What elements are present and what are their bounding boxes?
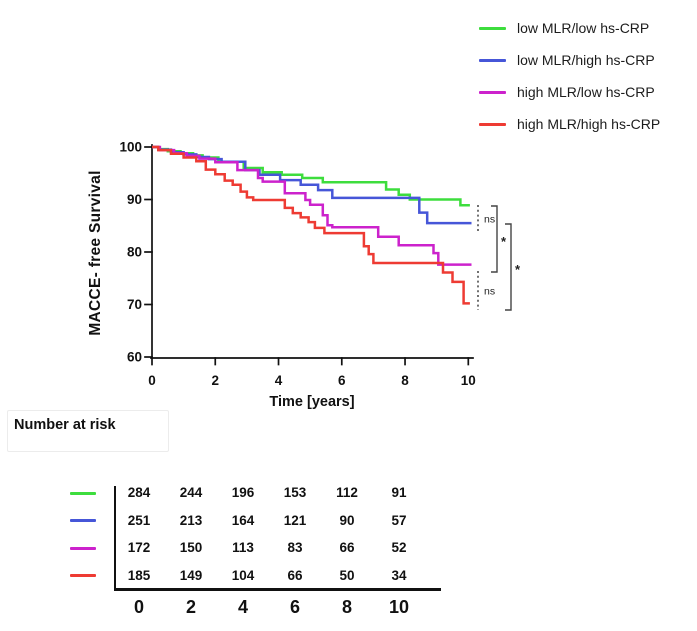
x-tick-label: 10 — [461, 373, 476, 388]
risk-count-cell: 251 — [127, 512, 151, 528]
ns-label: ns — [484, 214, 495, 226]
risk-count-cell: 50 — [339, 567, 355, 583]
risk-count-cell: 149 — [179, 567, 203, 583]
x-tick-label: 4 — [275, 373, 283, 388]
risk-table-axis-hline — [114, 588, 441, 591]
risk-count-cell: 112 — [336, 485, 358, 500]
x-tick-label: 0 — [148, 373, 156, 388]
risk-row-swatch — [70, 574, 96, 577]
legend-item: low MLR/low hs-CRP — [479, 12, 660, 44]
risk-table-heading: Number at risk — [14, 417, 116, 433]
risk-count-cell: 196 — [231, 485, 255, 500]
risk-count-cell: 121 — [283, 512, 307, 528]
risk-row-swatch — [70, 491, 96, 495]
y-tick-label: 80 — [127, 245, 142, 260]
risk-count-cell: 57 — [391, 512, 407, 528]
risk-count-cell: 113 — [232, 540, 254, 555]
significance-star: * — [501, 234, 507, 249]
legend-item: low MLR/high hs-CRP — [479, 44, 660, 76]
risk-count-cell: 66 — [287, 567, 303, 583]
risk-count-cell: 213 — [179, 512, 203, 528]
y-tick-label: 60 — [127, 350, 142, 365]
x-axis-title: Time [years] — [269, 394, 355, 410]
risk-count-cell: 90 — [339, 512, 355, 528]
legend-item: high MLR/high hs-CRP — [479, 108, 660, 140]
km-curve — [152, 145, 472, 266]
legend-label: high MLR/low hs-CRP — [517, 84, 655, 100]
y-axis-title: MACCE- free Survival — [87, 170, 104, 336]
risk-count-cell: 150 — [179, 540, 203, 555]
legend-label: low MLR/high hs-CRP — [517, 52, 655, 68]
legend-line-swatch — [479, 90, 506, 94]
risk-count-cell: 66 — [339, 540, 355, 555]
risk-time-label: 6 — [289, 597, 300, 617]
legend-line-swatch — [479, 26, 506, 30]
y-tick-label: 70 — [127, 297, 142, 312]
significance-bracket — [491, 205, 498, 273]
risk-time-label: 4 — [237, 597, 248, 617]
risk-count-cell: 104 — [231, 567, 255, 583]
km-curve — [152, 145, 470, 305]
risk-count-cell: 164 — [231, 512, 255, 528]
risk-time-label: 10 — [388, 597, 410, 617]
x-tick-label: 6 — [338, 373, 346, 388]
risk-count-cell: 52 — [391, 540, 407, 555]
risk-table-axis-vline — [114, 486, 117, 590]
risk-row-swatch — [70, 546, 96, 550]
legend-item: high MLR/low hs-CRP — [479, 76, 660, 108]
risk-count-cell: 185 — [127, 567, 151, 583]
legend-line-swatch — [479, 58, 506, 62]
legend-line-swatch — [479, 122, 506, 126]
x-tick-label: 8 — [401, 373, 409, 388]
risk-count-cell: 284 — [127, 485, 151, 500]
risk-count-cell: 83 — [287, 540, 303, 555]
significance-star: * — [515, 262, 521, 277]
legend-label: low MLR/low hs-CRP — [517, 20, 650, 36]
risk-count-cell: 34 — [391, 567, 407, 583]
y-tick-label: 100 — [119, 140, 142, 155]
legend-label: high MLR/high hs-CRP — [517, 116, 661, 132]
risk-time-label: 2 — [185, 597, 196, 617]
significance-bracket — [505, 223, 512, 311]
risk-count-cell: 91 — [391, 485, 407, 500]
risk-count-cell: 153 — [283, 485, 307, 500]
risk-time-label: 0 — [133, 597, 144, 617]
y-tick-label: 90 — [127, 192, 142, 207]
x-tick-label: 2 — [212, 373, 220, 388]
plot-legend: low MLR/low hs-CRP low MLR/high hs-CRP hig… — [479, 12, 660, 140]
risk-table-heading-box — [7, 410, 169, 452]
risk-time-label: 8 — [341, 597, 352, 617]
risk-row-swatch — [70, 519, 96, 522]
risk-count-cell: 172 — [127, 540, 151, 555]
risk-count-cell: 244 — [179, 485, 203, 500]
ns-label: ns — [484, 286, 495, 298]
